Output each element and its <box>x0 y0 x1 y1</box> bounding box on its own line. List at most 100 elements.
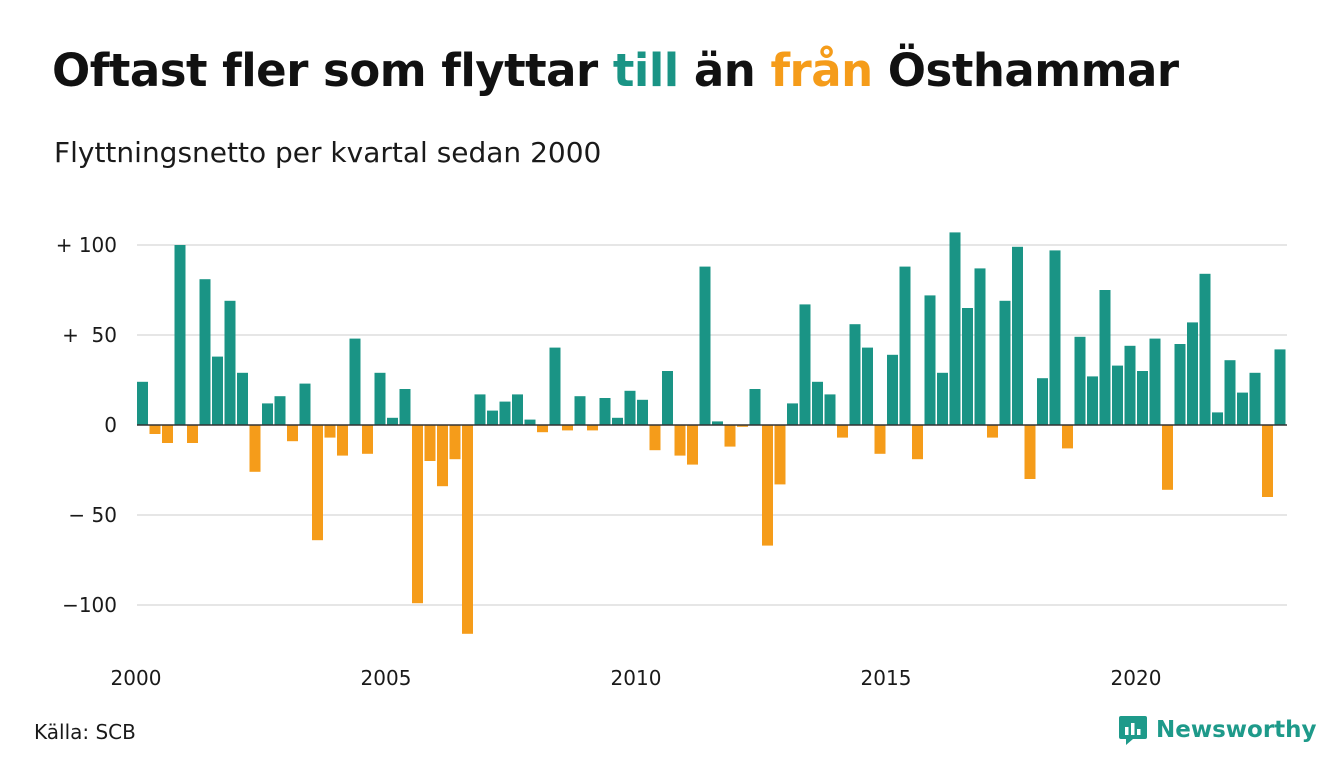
y-tick-label: − 50 <box>68 503 117 527</box>
bar <box>287 425 298 442</box>
bar <box>937 372 948 425</box>
bar <box>1187 322 1198 425</box>
bar <box>237 372 248 425</box>
title-part-fran: från <box>770 44 873 97</box>
bar <box>1199 273 1211 425</box>
bar <box>774 425 786 485</box>
bar <box>274 396 286 425</box>
bar <box>412 425 423 604</box>
bar <box>737 425 748 427</box>
bar <box>699 266 711 425</box>
chart-subtitle: Flyttningsnetto per kvartal sedan 2000 <box>54 136 602 169</box>
bar <box>299 383 311 425</box>
bar <box>187 425 198 443</box>
bar <box>749 389 761 425</box>
bar <box>362 425 373 454</box>
bar <box>837 425 848 438</box>
bar <box>899 266 911 425</box>
bar <box>587 425 598 431</box>
bar <box>1037 378 1048 425</box>
bar <box>1137 371 1148 425</box>
bar <box>512 394 523 425</box>
bar <box>1262 425 1273 497</box>
bar <box>1212 412 1223 425</box>
x-tick-label: 2005 <box>361 666 412 690</box>
bar <box>474 394 486 425</box>
bar <box>337 425 348 456</box>
bar <box>674 425 686 456</box>
y-tick-label: −100 <box>62 593 117 617</box>
bar <box>649 425 661 451</box>
bar <box>462 425 473 634</box>
x-tick-label: 2010 <box>611 666 662 690</box>
y-tick-label: + 50 <box>62 323 117 347</box>
bar <box>599 398 611 425</box>
bar <box>974 268 986 425</box>
title-part: Oftast fler som flyttar <box>52 44 613 97</box>
bar <box>174 245 186 425</box>
bar <box>562 425 573 431</box>
bar <box>924 295 936 425</box>
bar <box>224 300 236 425</box>
bar <box>1024 425 1036 479</box>
bar <box>1249 372 1261 425</box>
source-note: Källa: SCB <box>34 720 136 744</box>
y-tick-label: 0 <box>104 413 117 437</box>
bar <box>549 347 561 425</box>
bar <box>212 356 223 425</box>
bar <box>799 304 811 425</box>
bar <box>612 417 623 425</box>
bar <box>1087 376 1098 425</box>
bar <box>374 372 386 425</box>
bar <box>574 396 586 425</box>
bar <box>849 324 861 425</box>
bar <box>1149 338 1161 425</box>
bar <box>149 425 161 434</box>
bar <box>687 425 698 465</box>
bar <box>949 232 961 425</box>
bar <box>999 300 1011 425</box>
bar <box>1112 365 1123 425</box>
title-part: än <box>678 44 771 97</box>
bar <box>499 401 511 425</box>
bar <box>1174 344 1186 425</box>
brand-logo: Newsworthy <box>1118 714 1317 746</box>
bar <box>449 425 461 460</box>
title-part: Östhammar <box>872 44 1179 97</box>
bar <box>537 425 548 433</box>
bar <box>424 425 436 461</box>
bar <box>712 421 723 425</box>
title-part-till: till <box>612 44 679 97</box>
x-tick-label: 2020 <box>1111 666 1162 690</box>
bar <box>1162 425 1173 490</box>
x-tick-label: 2000 <box>111 666 162 690</box>
bar <box>962 308 973 425</box>
bar <box>1274 349 1286 425</box>
bar <box>437 425 448 487</box>
bar <box>724 425 736 447</box>
bar <box>912 425 923 460</box>
bar <box>1074 336 1086 425</box>
bar <box>762 425 773 546</box>
bar <box>824 394 836 425</box>
bar <box>199 279 211 425</box>
brand-name: Newsworthy <box>1156 717 1317 743</box>
y-tick-label: + 100 <box>56 233 117 257</box>
bar <box>1062 425 1073 449</box>
bar <box>887 354 898 425</box>
bar <box>1237 392 1248 425</box>
x-tick-label: 2015 <box>861 666 912 690</box>
bar <box>387 417 398 425</box>
bar <box>874 425 886 454</box>
bar <box>812 381 823 425</box>
bar <box>1124 345 1136 425</box>
bar <box>1012 246 1023 425</box>
bar <box>1049 250 1061 425</box>
bar <box>137 381 148 425</box>
bar <box>162 425 173 443</box>
bar <box>249 425 261 472</box>
bar <box>324 425 336 438</box>
bar <box>312 425 323 541</box>
